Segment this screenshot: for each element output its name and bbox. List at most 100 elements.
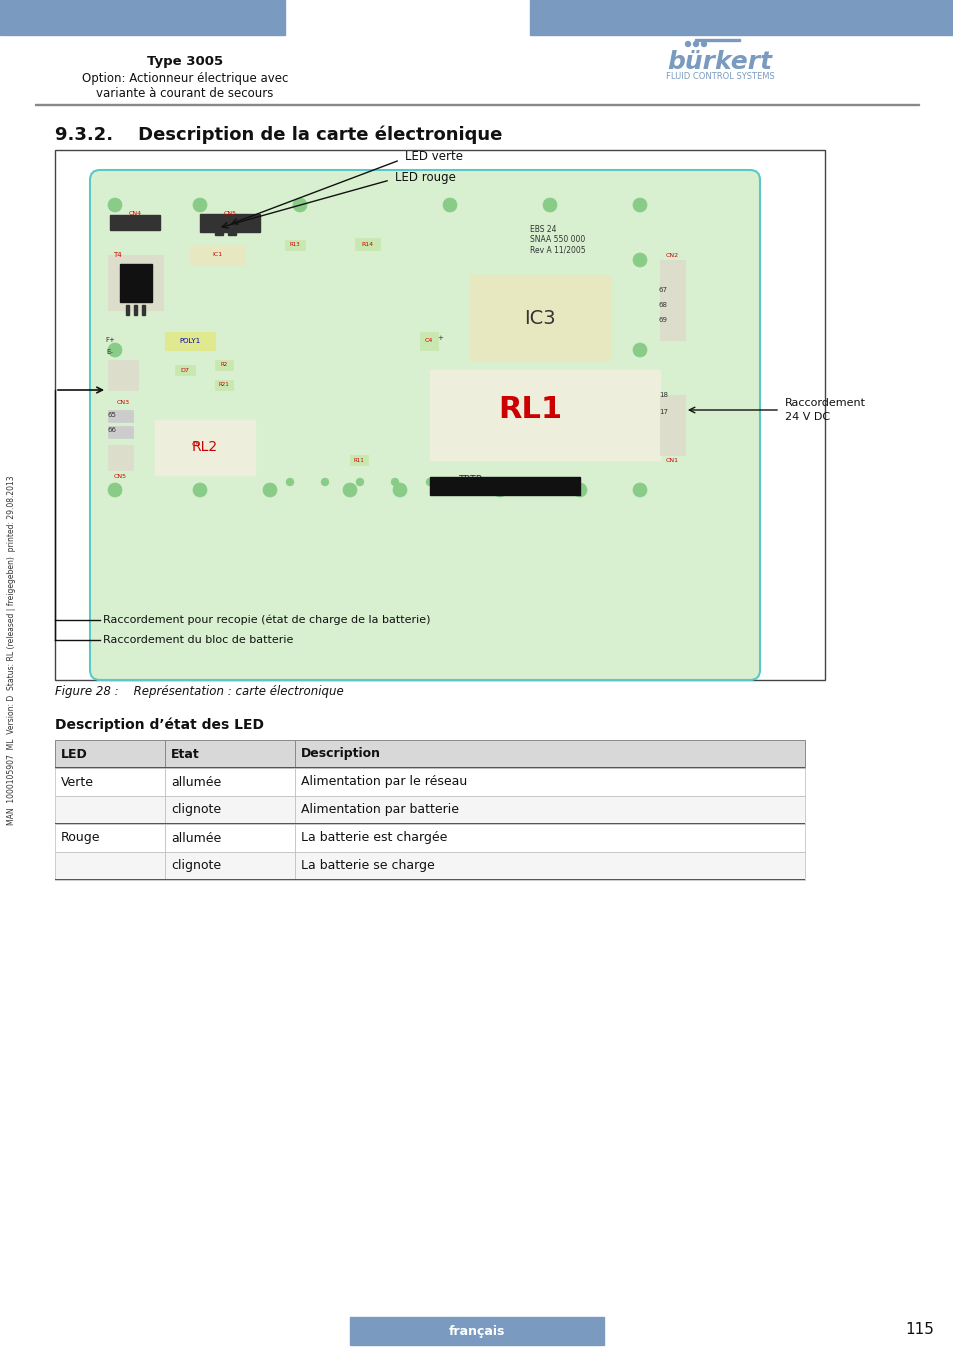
Circle shape [391, 478, 398, 486]
Circle shape [685, 42, 690, 46]
Circle shape [633, 198, 646, 212]
Text: français: français [448, 1324, 505, 1338]
Text: R11: R11 [354, 458, 364, 463]
Text: Raccordement du bloc de batterie: Raccordement du bloc de batterie [103, 634, 294, 645]
Circle shape [633, 252, 646, 267]
Text: CN3: CN3 [116, 400, 130, 405]
Circle shape [633, 343, 646, 356]
Bar [165, 740, 294, 768]
Circle shape [355, 478, 364, 486]
Text: La batterie se charge: La batterie se charge [301, 860, 435, 872]
Text: Description d’état des LED: Description d’état des LED [55, 718, 264, 733]
Bar [110, 215, 160, 230]
Text: FLUID CONTROL SYSTEMS: FLUID CONTROL SYSTEMS [665, 72, 774, 81]
Text: EBS 24: EBS 24 [530, 225, 556, 235]
Circle shape [542, 198, 557, 212]
Circle shape [193, 198, 207, 212]
Bar [165, 332, 214, 350]
Bar [108, 427, 132, 437]
Bar [55, 767, 804, 768]
Circle shape [493, 483, 506, 497]
Bar [126, 305, 129, 315]
Bar [120, 265, 152, 302]
Text: 9.3.2.    Description de la carte électronique: 9.3.2. Description de la carte électroni… [55, 126, 502, 143]
Bar [200, 215, 260, 232]
Bar [294, 768, 804, 796]
Text: IC1: IC1 [212, 252, 222, 258]
Bar [133, 305, 137, 315]
Bar [530, 0, 953, 35]
Bar [695, 39, 740, 40]
Text: allumée: allumée [171, 832, 221, 845]
Circle shape [393, 483, 407, 497]
Text: RL2: RL2 [192, 440, 218, 454]
Text: Rev A 11/2005: Rev A 11/2005 [530, 246, 585, 255]
FancyBboxPatch shape [90, 170, 760, 680]
Text: E-: E- [107, 350, 113, 355]
Bar [55, 768, 165, 796]
Bar [294, 796, 804, 824]
Bar [0, 0, 285, 35]
Text: D7: D7 [180, 367, 190, 373]
Text: Raccordement pour recopie (état de charge de la batterie): Raccordement pour recopie (état de charg… [103, 614, 430, 625]
Text: CN1: CN1 [665, 458, 678, 463]
Circle shape [108, 198, 122, 212]
Text: CN5: CN5 [113, 474, 127, 479]
Circle shape [633, 483, 646, 497]
Text: CN4: CN4 [129, 211, 141, 216]
Text: MAN  1000105907  ML  Version: D  Status: RL (released | freigegeben)  printed: 2: MAN 1000105907 ML Version: D Status: RL … [8, 475, 16, 825]
Bar [350, 455, 368, 464]
Bar [430, 370, 659, 460]
Circle shape [693, 42, 698, 46]
Text: Raccordement: Raccordement [784, 398, 865, 408]
Circle shape [460, 478, 469, 486]
Text: CN2: CN2 [665, 252, 678, 258]
Text: Alimentation par batterie: Alimentation par batterie [301, 803, 458, 817]
Bar [55, 879, 804, 880]
Bar [165, 824, 294, 852]
Circle shape [286, 478, 294, 486]
Text: R14: R14 [360, 242, 373, 247]
Bar [154, 420, 254, 475]
Text: POLY1: POLY1 [179, 338, 200, 344]
Text: Type 3005: Type 3005 [147, 55, 223, 68]
Text: 68: 68 [659, 302, 667, 308]
Circle shape [293, 198, 307, 212]
Text: 17: 17 [659, 409, 667, 414]
Bar [214, 227, 223, 235]
Bar [228, 227, 235, 235]
Circle shape [320, 478, 329, 486]
Text: clignote: clignote [171, 803, 221, 817]
Bar [294, 740, 804, 768]
Text: F+: F+ [105, 338, 114, 343]
Bar [190, 244, 245, 265]
Text: IC3: IC3 [523, 309, 556, 328]
Bar [55, 824, 165, 852]
Text: Description: Description [301, 748, 380, 760]
Text: CN5: CN5 [223, 211, 236, 216]
Text: 115: 115 [904, 1323, 933, 1338]
Circle shape [573, 483, 586, 497]
Bar [108, 255, 163, 310]
Text: T4: T4 [112, 252, 121, 258]
Bar [55, 822, 804, 824]
Bar [55, 852, 165, 880]
Bar [108, 410, 132, 423]
Bar [430, 477, 579, 495]
Bar [185, 437, 207, 450]
Circle shape [108, 483, 122, 497]
Circle shape [531, 478, 538, 486]
Circle shape [700, 42, 706, 46]
Circle shape [442, 198, 456, 212]
Bar [108, 446, 132, 470]
Text: Figure 28 :    Représentation : carte électronique: Figure 28 : Représentation : carte élect… [55, 684, 343, 698]
Text: RL1: RL1 [497, 396, 561, 424]
Bar [294, 824, 804, 852]
Text: 24 V DC: 24 V DC [784, 412, 829, 423]
Text: R21: R21 [218, 382, 229, 387]
Text: allumée: allumée [171, 775, 221, 788]
Bar [285, 240, 305, 250]
Text: SNAA 550 000: SNAA 550 000 [530, 235, 584, 244]
Text: 69: 69 [659, 317, 667, 323]
Bar [294, 852, 804, 880]
